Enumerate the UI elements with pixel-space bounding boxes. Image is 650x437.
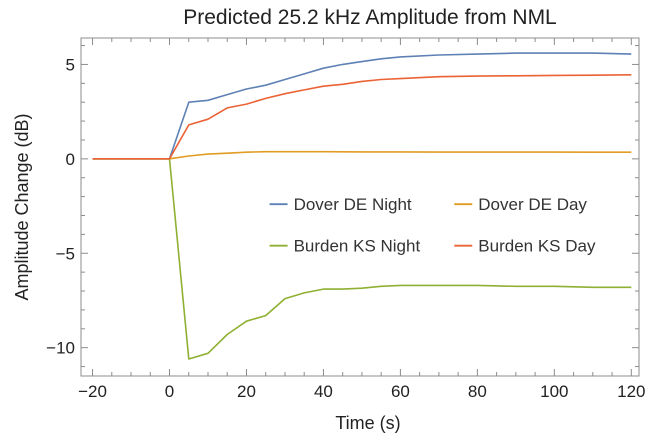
x-tick-label: 80 bbox=[468, 382, 487, 401]
x-tick-label: 100 bbox=[540, 382, 568, 401]
x-tick-label: −20 bbox=[78, 382, 107, 401]
series-line-burden-ks-day bbox=[92, 74, 632, 160]
x-axis-label: Time (s) bbox=[335, 413, 400, 433]
y-tick-labels: −10 −5 0 5 bbox=[46, 55, 75, 357]
x-tick-label: 20 bbox=[237, 382, 256, 401]
x-tick-labels: −20 0 20 40 60 80 100 120 bbox=[78, 382, 645, 401]
x-tick-label: 60 bbox=[391, 382, 410, 401]
y-tick-label: 5 bbox=[66, 55, 75, 74]
chart-title: Predicted 25.2 kHz Amplitude from NML bbox=[183, 6, 557, 29]
plot-frame bbox=[80, 37, 640, 377]
y-axis-label: Amplitude Change (dB) bbox=[12, 113, 32, 300]
x-tick-label: 120 bbox=[617, 382, 645, 401]
x-tick-label: 0 bbox=[165, 382, 174, 401]
x-tick-label: 40 bbox=[314, 382, 333, 401]
legend-label-dover-de-day: Dover DE Day bbox=[478, 195, 587, 214]
y-tick-label: −10 bbox=[46, 339, 75, 358]
y-tick-label: 0 bbox=[66, 150, 75, 169]
legend-label-burden-ks-night: Burden KS Night bbox=[294, 237, 421, 256]
legend-label-burden-ks-day: Burden KS Day bbox=[478, 237, 596, 256]
series-line-burden-ks-night bbox=[92, 158, 632, 360]
axis-ticks bbox=[81, 38, 639, 376]
series-lines bbox=[92, 52, 632, 360]
legend-label-dover-de-night: Dover DE Night bbox=[294, 195, 412, 214]
legend: Dover DE Night Dover DE Day Burden KS Nigh… bbox=[269, 195, 596, 256]
y-tick-label: −5 bbox=[56, 244, 75, 263]
series-line-dover-de-night bbox=[92, 52, 632, 160]
